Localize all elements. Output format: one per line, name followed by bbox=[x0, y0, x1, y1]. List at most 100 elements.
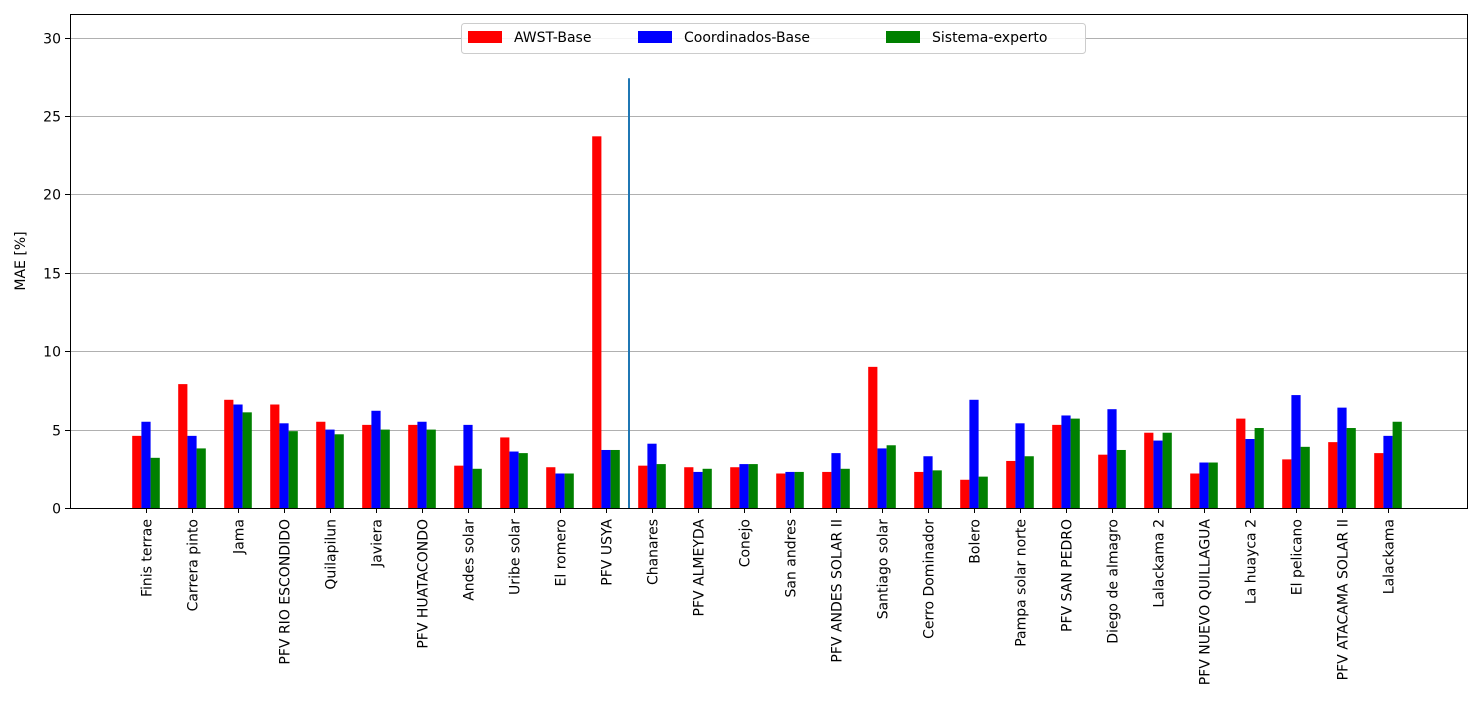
bar-coordinados-base bbox=[1015, 423, 1025, 508]
bar-awst-base bbox=[638, 465, 648, 508]
bar-coordinados-base bbox=[785, 471, 795, 508]
x-axis-ticks: Finis terrae Carrera pinto Jama PFV RIO ESC… bbox=[140, 508, 1398, 685]
bar-awst-base bbox=[776, 473, 786, 508]
legend-label: Sistema-experto bbox=[932, 30, 1047, 46]
bar-coordinados-base bbox=[923, 456, 933, 508]
x-tick-label: PFV ALMEYDA bbox=[692, 519, 708, 617]
bar-coordinados-base bbox=[1061, 415, 1071, 508]
bar-coordinados-base bbox=[969, 399, 979, 508]
x-tick-label: Conejo bbox=[738, 519, 754, 567]
bar-coordinados-base bbox=[371, 410, 381, 508]
y-tick-label: 5 bbox=[52, 424, 61, 440]
x-tick-label: Santiago solar bbox=[876, 519, 892, 620]
bar-coordinados-base bbox=[877, 448, 887, 508]
bar-sistema-experto bbox=[150, 457, 160, 508]
bar-coordinados-base bbox=[1291, 395, 1301, 508]
bar-awst-base bbox=[1144, 432, 1154, 508]
bar-awst-base bbox=[684, 467, 694, 508]
bar-coordinados-base bbox=[831, 453, 841, 508]
x-tick-label: Finis terrae bbox=[140, 519, 156, 597]
bar-sistema-experto bbox=[978, 476, 988, 508]
bar-coordinados-base bbox=[647, 443, 657, 508]
legend-swatch bbox=[886, 31, 920, 43]
bar-coordinados-base bbox=[555, 473, 565, 508]
x-tick-label: El romero bbox=[554, 519, 570, 586]
bar-sistema-experto bbox=[1116, 449, 1126, 508]
bar-coordinados-base bbox=[1245, 439, 1255, 508]
bar-sistema-experto bbox=[196, 448, 206, 508]
bar-awst-base bbox=[178, 384, 188, 508]
bar-coordinados-base bbox=[601, 449, 611, 508]
bar-sistema-experto bbox=[702, 468, 712, 508]
bar-sistema-experto bbox=[564, 473, 574, 508]
bar-coordinados-base bbox=[739, 464, 749, 508]
bar-coordinados-base bbox=[1199, 462, 1209, 508]
bar-sistema-experto bbox=[242, 412, 252, 508]
bar-awst-base bbox=[270, 404, 280, 508]
bar-sistema-experto bbox=[1162, 432, 1172, 508]
bar-sistema-experto bbox=[1300, 446, 1310, 508]
bar-sistema-experto bbox=[840, 468, 850, 508]
bar-sistema-experto bbox=[380, 429, 390, 508]
x-tick-label: Cerro Dominador bbox=[922, 519, 938, 639]
bar-awst-base bbox=[132, 435, 142, 508]
legend-label: AWST-Base bbox=[514, 30, 591, 46]
bar-awst-base bbox=[730, 467, 740, 508]
bar-sistema-experto bbox=[610, 449, 620, 508]
bar-sistema-experto bbox=[1024, 456, 1034, 508]
bar-sistema-experto bbox=[1208, 462, 1218, 508]
bar-sistema-experto bbox=[794, 471, 804, 508]
legend-box bbox=[461, 23, 1086, 54]
bar-sistema-experto bbox=[518, 453, 528, 508]
bar-coordinados-base bbox=[279, 423, 289, 508]
x-tick-label: PFV SAN PEDRO bbox=[1060, 519, 1076, 632]
x-tick-label: San andres bbox=[784, 519, 800, 597]
x-tick-label: La huayca 2 bbox=[1244, 519, 1260, 604]
x-tick-label: Lalackama bbox=[1382, 519, 1398, 594]
x-tick-label: Carrera pinto bbox=[186, 519, 202, 611]
bar-awst-base bbox=[1006, 460, 1016, 508]
bars bbox=[132, 136, 1402, 508]
bar-awst-base bbox=[822, 471, 832, 508]
bar-sistema-experto bbox=[334, 434, 344, 508]
bar-sistema-experto bbox=[288, 431, 298, 508]
x-tick-label: Andes solar bbox=[462, 519, 478, 601]
legend: AWST-Base Coordinados-Base Sistema-experto bbox=[461, 23, 1086, 54]
bar-sistema-experto bbox=[1254, 428, 1264, 508]
bar-coordinados-base bbox=[1153, 440, 1163, 508]
bar-sistema-experto bbox=[656, 464, 666, 508]
bar-awst-base bbox=[1052, 424, 1062, 508]
x-tick-label: PFV NUEVO QUILLAGUA bbox=[1198, 519, 1214, 686]
bar-awst-base bbox=[1098, 454, 1108, 508]
legend-swatch bbox=[638, 31, 672, 43]
bar-awst-base bbox=[592, 136, 602, 508]
bar-coordinados-base bbox=[417, 421, 427, 508]
bar-awst-base bbox=[960, 479, 970, 508]
bar-awst-base bbox=[362, 424, 372, 508]
y-axis-ticks: 0 5 10 15 20 25 30 bbox=[43, 32, 70, 518]
x-tick-label: Jama bbox=[232, 519, 248, 555]
y-tick-label: 10 bbox=[43, 345, 61, 361]
bar-awst-base bbox=[546, 467, 556, 508]
x-tick-label: Uribe solar bbox=[508, 519, 524, 595]
bar-awst-base bbox=[500, 437, 510, 508]
bar-awst-base bbox=[1190, 473, 1200, 508]
x-tick-label: El pelicano bbox=[1290, 519, 1306, 595]
x-tick-label: Lalackama 2 bbox=[1152, 519, 1168, 608]
bar-coordinados-base bbox=[325, 429, 335, 508]
bar-sistema-experto bbox=[426, 429, 436, 508]
bar-sistema-experto bbox=[1346, 428, 1356, 508]
x-tick-label: PFV ATACAMA SOLAR II bbox=[1336, 519, 1352, 680]
bar-coordinados-base bbox=[1383, 435, 1393, 508]
bar-sistema-experto bbox=[1070, 418, 1080, 508]
bar-awst-base bbox=[1236, 418, 1246, 508]
bar-coordinados-base bbox=[1337, 407, 1347, 508]
bar-awst-base bbox=[454, 465, 464, 508]
bar-awst-base bbox=[224, 399, 234, 508]
y-tick-label: 30 bbox=[43, 32, 61, 48]
x-tick-label: Pampa solar norte bbox=[1014, 519, 1030, 647]
bar-sistema-experto bbox=[472, 468, 482, 508]
y-tick-label: 20 bbox=[43, 188, 61, 204]
bar-sistema-experto bbox=[748, 464, 758, 508]
